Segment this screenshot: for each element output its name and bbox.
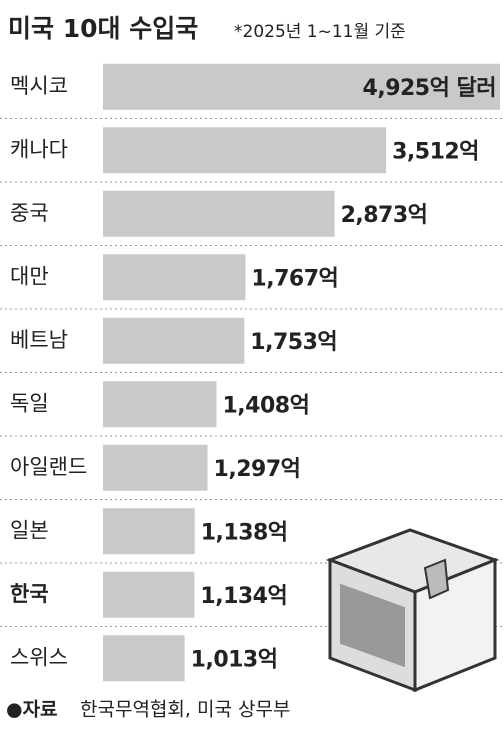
bar xyxy=(103,571,195,618)
value-label: 1,138억 xyxy=(201,520,288,545)
category-label: 멕시코 xyxy=(10,74,68,98)
category-label: 캐나다 xyxy=(10,137,68,161)
chart-title: 미국 10대 수입국 xyxy=(8,14,198,43)
value-label: 4,925억 달러 xyxy=(363,76,496,101)
category-label: 일본 xyxy=(10,518,49,542)
bar xyxy=(103,190,335,237)
category-label: 독일 xyxy=(10,391,49,415)
bar xyxy=(103,254,246,301)
bar xyxy=(103,508,195,555)
category-label: 한국 xyxy=(10,582,49,606)
bar xyxy=(103,381,217,428)
value-label: 1,013억 xyxy=(191,647,278,672)
bar xyxy=(103,317,245,364)
value-label: 1,297억 xyxy=(214,457,301,482)
source: 한국무역협회, 미국 상무부 xyxy=(80,699,290,721)
box-icon xyxy=(325,528,500,693)
bar xyxy=(103,444,208,491)
value-label: 2,873억 xyxy=(341,203,428,228)
value-label: 1,753억 xyxy=(250,330,337,355)
value-label: 1,408억 xyxy=(222,393,309,418)
category-label: 스위스 xyxy=(10,645,68,669)
category-label: 중국 xyxy=(10,201,49,225)
value-label: 3,512억 xyxy=(392,139,479,164)
chart-subtitle: *2025년 1~11월 기준 xyxy=(234,22,406,42)
value-label: 1,134억 xyxy=(200,584,287,609)
value-label: 1,767억 xyxy=(251,266,338,291)
source-label: ●자료 xyxy=(6,699,58,721)
category-label: 대만 xyxy=(10,264,49,288)
bar xyxy=(103,127,387,174)
category-label: 아일랜드 xyxy=(10,455,87,479)
bar xyxy=(103,63,500,110)
category-label: 베트남 xyxy=(10,328,68,352)
bar xyxy=(103,635,185,682)
